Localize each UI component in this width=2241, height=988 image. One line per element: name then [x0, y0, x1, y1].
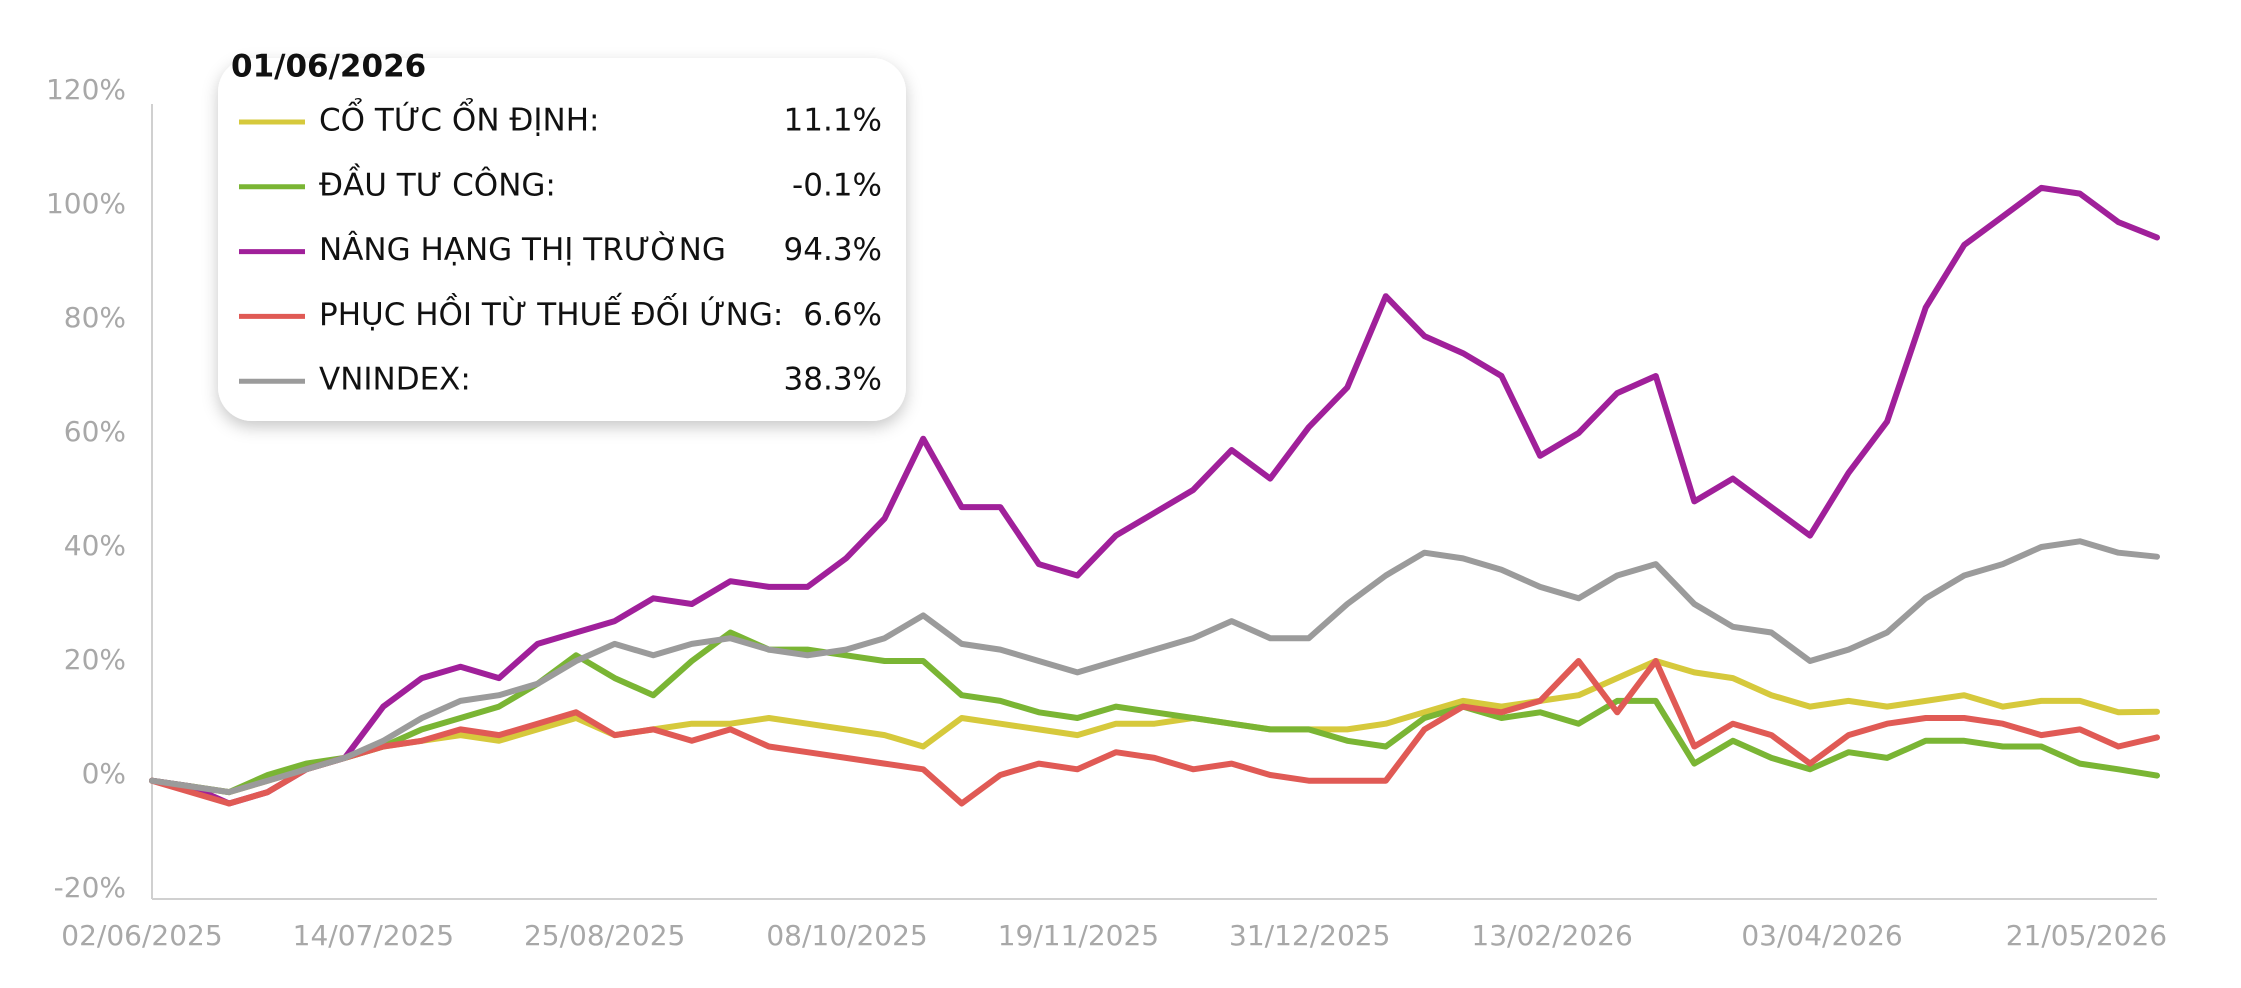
y-tick-label: 40%: [64, 529, 126, 562]
x-tick-label: 08/10/2025: [766, 919, 927, 952]
x-tick-label: 13/02/2026: [1471, 919, 1632, 952]
legend-value: 94.3%: [784, 232, 882, 268]
x-tick-label: 31/12/2025: [1229, 919, 1390, 952]
y-tick-label: -20%: [54, 871, 126, 904]
y-tick-label: 120%: [46, 73, 126, 106]
legend-label: VNINDEX:: [319, 362, 471, 398]
legend-value: 38.3%: [784, 362, 882, 398]
series-line: [149, 629, 2160, 796]
x-tick-label: 25/08/2025: [524, 919, 685, 952]
y-tick-label: 0%: [82, 757, 126, 790]
legend: 01/06/2026 CỔ TỨC ỔN ĐỊNH: 11.1% ĐẦU TƯ CÔ…: [218, 49, 906, 421]
legend-value: -0.1%: [792, 167, 882, 203]
x-tick-label: 19/11/2025: [998, 919, 1159, 952]
x-tick-label: 03/04/2026: [1741, 919, 1902, 952]
series-line: [149, 538, 2160, 796]
legend-label: ĐẦU TƯ CÔNG:: [319, 164, 556, 203]
legend-value: 11.1%: [784, 103, 882, 139]
y-tick-label: 60%: [64, 415, 126, 448]
legend-date: 01/06/2026: [231, 49, 426, 85]
x-tick-label: 14/07/2025: [293, 919, 454, 952]
legend-label: PHỤC HỒI TỪ THUẾ ĐỐI ỨNG:: [319, 293, 783, 333]
y-tick-label: 100%: [46, 187, 126, 220]
y-tick-label: 20%: [64, 643, 126, 676]
legend-label: NÂNG HẠNG THỊ TRƯỜNG: [319, 231, 726, 268]
y-tick-label: 80%: [64, 301, 126, 334]
x-tick-label: 02/06/2025: [61, 919, 222, 952]
series-line: [149, 658, 2160, 796]
plot: [149, 184, 2160, 807]
legend-label: CỔ TỨC ỔN ĐỊNH:: [319, 98, 599, 139]
legend-box: [218, 58, 906, 421]
series-line: [149, 184, 2160, 807]
x-tick-label: 21/05/2026: [2006, 919, 2167, 952]
legend-value: 6.6%: [803, 297, 882, 333]
series-line: [149, 658, 2160, 807]
